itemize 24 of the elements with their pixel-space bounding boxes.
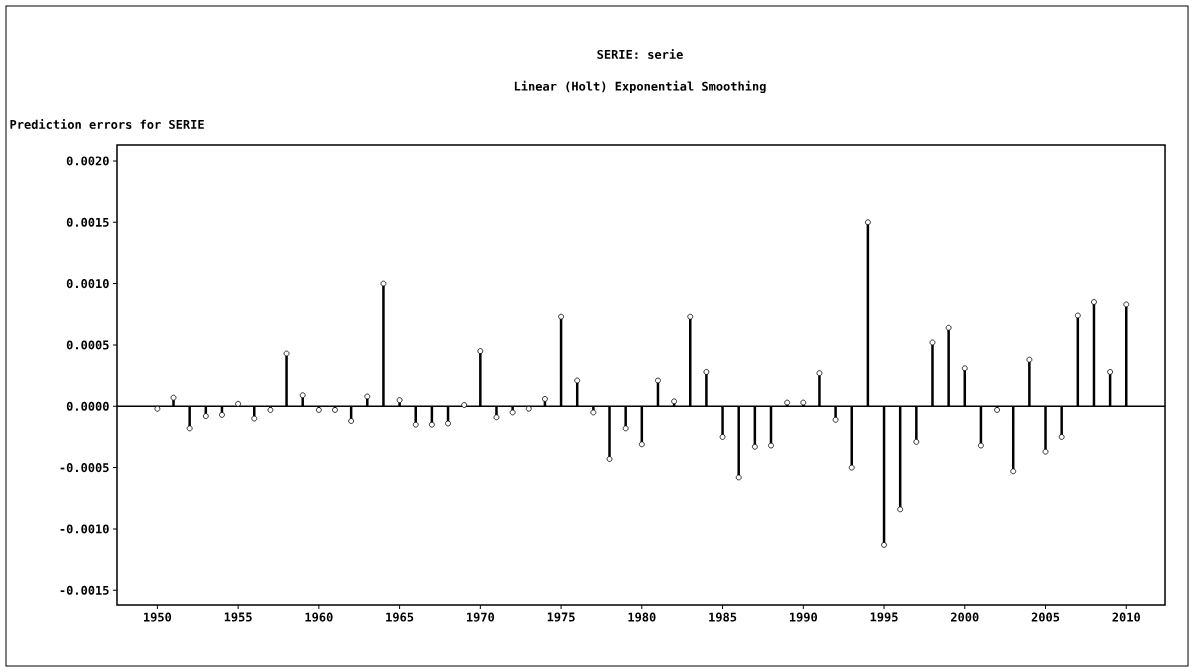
x-tick-label: 1990 [789, 612, 818, 622]
x-tick-label: 1975 [547, 612, 575, 622]
y-tick-label: -0.0005 [60, 463, 109, 473]
x-tick-label: 1995 [870, 612, 898, 622]
y-tick-label: 0.0015 [66, 217, 109, 227]
x-tick-label: 2005 [1031, 612, 1060, 622]
y-tick-label: 0.0010 [66, 279, 109, 289]
y-tick-label: 0.0005 [66, 340, 109, 350]
y-tick-label: 0.0020 [66, 156, 109, 166]
x-tick-label: 1950 [144, 612, 172, 622]
y-tick-label: -0.0010 [60, 524, 109, 534]
x-tick-label: 1980 [628, 612, 656, 622]
chart-title: SERIE: serie [597, 49, 683, 59]
x-tick-label: 2000 [951, 612, 979, 622]
y-tick-label: 0.0000 [66, 401, 109, 411]
chart-subtitle: Linear (Holt) Exponential Smoothing [514, 80, 766, 94]
x-tick-label: 1955 [224, 612, 252, 622]
y-axis-title: Prediction errors for SERIE [10, 119, 204, 129]
x-tick-label: 1985 [709, 612, 737, 622]
x-tick-label: 1970 [466, 612, 495, 622]
x-tick-label: 1960 [305, 612, 333, 622]
x-tick-label: 1965 [386, 612, 414, 622]
y-tick-label: -0.0015 [60, 585, 109, 595]
x-tick-label: 2010 [1112, 612, 1140, 622]
